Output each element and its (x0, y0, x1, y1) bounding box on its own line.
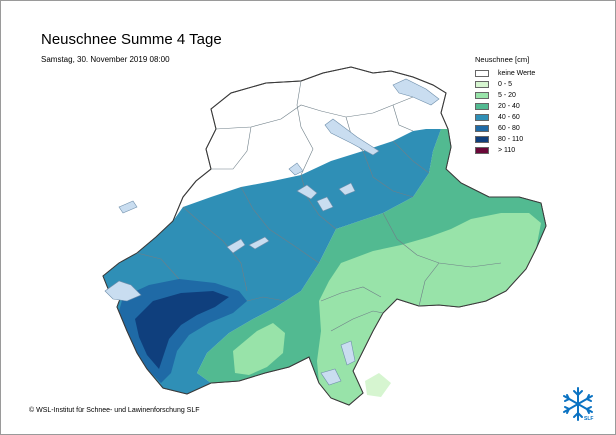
legend: Neuschnee [cm] keine Werte 0 - 5 5 - 20 … (475, 55, 605, 156)
legend-item: 0 - 5 (475, 79, 605, 90)
legend-swatch (475, 92, 489, 99)
legend-label: 60 - 80 (498, 125, 520, 132)
legend-swatch (475, 136, 489, 143)
legend-swatch (475, 81, 489, 88)
legend-item: keine Werte (475, 68, 605, 79)
legend-item: 20 - 40 (475, 101, 605, 112)
map-subtitle: Samstag, 30. November 2019 08:00 (41, 55, 170, 64)
canton-borders (136, 80, 502, 332)
legend-title: Neuschnee [cm] (475, 55, 530, 64)
legend-item: 5 - 20 (475, 90, 605, 101)
map-title: Neuschnee Summe 4 Tage (41, 31, 222, 48)
legend-swatch (475, 114, 489, 121)
zone-0-5-tip (365, 373, 391, 397)
legend-item: > 110 (475, 145, 605, 156)
legend-label: 80 - 110 (498, 136, 524, 143)
legend-item: 80 - 110 (475, 134, 605, 145)
legend-label: 0 - 5 (498, 81, 513, 88)
legend-label: keine Werte (498, 70, 536, 77)
snowflake-icon (563, 387, 593, 421)
legend-item: 40 - 60 (475, 112, 605, 123)
legend-swatch (475, 70, 489, 77)
legend-item: 60 - 80 (475, 123, 605, 134)
legend-swatch (475, 125, 489, 132)
lakes (104, 78, 440, 386)
zone-80-110 (135, 291, 229, 369)
country-border (102, 66, 547, 406)
logo-text: SLF (584, 416, 594, 422)
zone-5-20-south (233, 323, 285, 375)
legend-label: 40 - 60 (498, 114, 520, 121)
legend-label: > 110 (498, 147, 516, 154)
copyright-text: © WSL-Institut für Schnee- und Lawinenfo… (29, 407, 200, 414)
legend-swatch (475, 103, 489, 110)
zone-5-20-east (317, 213, 541, 405)
legend-swatch (475, 147, 489, 154)
legend-label: 5 - 20 (498, 92, 516, 99)
legend-label: 20 - 40 (498, 103, 520, 110)
